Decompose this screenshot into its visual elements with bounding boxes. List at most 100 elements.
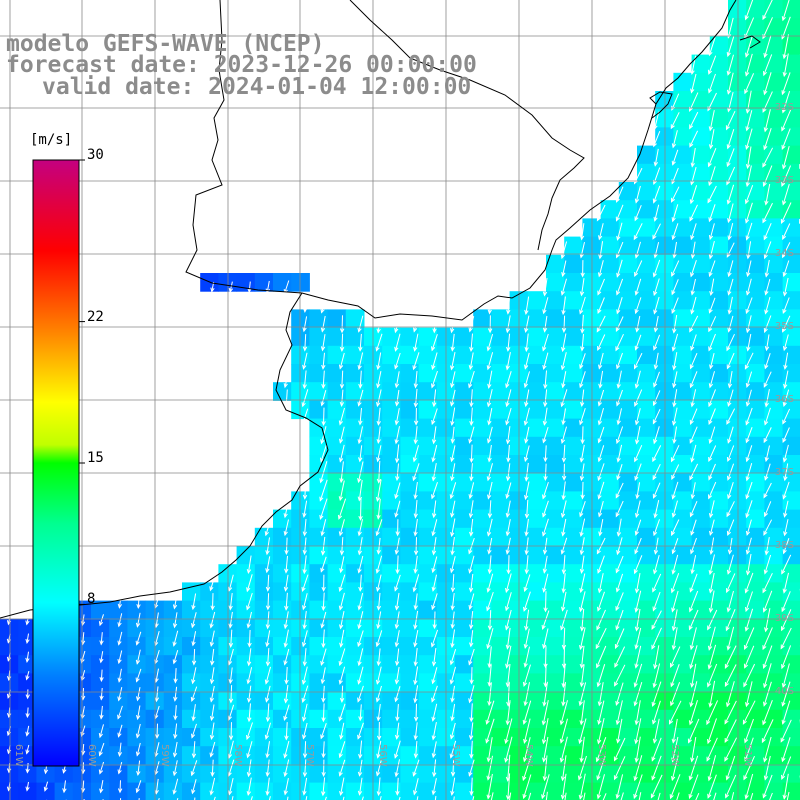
field-cell [163,655,183,674]
wind-arrow [745,222,753,241]
wind-arrow [468,648,475,666]
field-cell [527,600,547,620]
field-cell [618,455,638,474]
field-cell [746,618,765,638]
wind-arrow [672,389,678,408]
field-cell [345,564,365,583]
wind-arrow [469,667,474,685]
wind-arrow [286,796,289,800]
field-cell [764,673,784,693]
longitude-label: 61W [13,744,24,767]
field-cell [564,309,583,329]
field-cell [291,327,310,347]
wind-arrow [117,761,123,775]
field-cell [600,382,620,401]
wind-arrow [561,573,566,594]
wind-arrow [413,778,419,796]
wind-arrow [543,445,548,463]
wind-arrow [783,500,789,518]
latitude-label: 35S [774,321,794,332]
wind-arrow [708,680,716,708]
field-cell [182,728,201,747]
wind-arrow [320,389,327,407]
wind-arrow [486,518,493,537]
wind-arrow [652,700,661,725]
wind-arrow [596,755,606,781]
wind-arrow [338,703,346,722]
wind-arrow [302,352,308,370]
wind-arrow [652,223,661,240]
coastline [0,0,761,619]
field-cell [637,473,656,492]
field-cell [655,327,674,347]
field-cell [345,673,365,693]
field-cell [527,582,547,602]
wind-arrow [416,796,419,800]
wind-arrow [634,352,643,370]
field-cell [546,491,565,511]
wind-arrow [468,315,475,333]
wind-arrow [246,759,252,778]
wind-arrow [247,703,252,723]
wind-arrow [671,223,679,241]
wind-arrow [191,741,197,759]
wind-arrow [320,519,327,537]
wind-arrow [727,426,734,444]
field-cell [546,400,565,420]
wind-arrow [708,110,715,132]
wind-arrow [560,352,567,371]
field-cell [637,655,656,674]
wind-arrow [136,705,141,721]
field-cell [691,509,711,529]
wind-arrow [468,593,475,611]
field-cell [655,473,674,492]
wind-arrow [227,648,234,666]
field-cell [491,691,511,711]
field-cell [673,436,693,456]
wind-arrow [689,501,698,518]
wind-arrow [616,259,623,278]
wind-arrow [670,573,680,594]
field-cell [18,709,37,729]
wind-arrow [671,149,679,166]
field-cell [327,746,347,765]
wind-arrow [690,223,697,241]
wind-arrow [652,463,661,481]
wind-arrow [283,704,290,721]
field-cell [637,273,656,292]
field-cell [455,728,474,747]
field-cell [564,564,583,583]
field-cell [0,673,19,693]
field-cell [746,782,765,800]
wind-arrow [781,756,792,780]
wind-arrow [597,426,605,444]
wind-arrow [412,463,420,482]
wind-arrow [338,407,345,426]
field-cell [618,655,638,674]
wind-arrow [191,631,197,647]
field-cell [182,618,201,638]
wind-arrow [450,593,455,611]
wind-arrow [301,685,309,703]
wind-arrow [782,260,790,278]
wind-arrow [764,353,771,370]
field-cell [655,546,674,565]
wind-arrow [506,444,511,463]
wind-arrow [487,445,492,463]
wind-arrow [469,444,474,464]
field-cell [254,655,274,674]
field-cell [709,600,729,620]
wind-arrow [450,685,455,703]
field-cell [709,637,729,656]
field-cell [764,527,784,547]
field-cell [491,564,511,583]
wind-arrow [634,463,642,481]
wind-arrow [726,72,734,95]
wind-arrow [450,500,456,518]
field-cell [163,618,183,638]
wind-arrow [782,223,791,241]
field-cell [709,728,729,747]
field-cell [309,764,329,784]
field-cell [564,746,583,765]
field-cell [782,182,800,201]
